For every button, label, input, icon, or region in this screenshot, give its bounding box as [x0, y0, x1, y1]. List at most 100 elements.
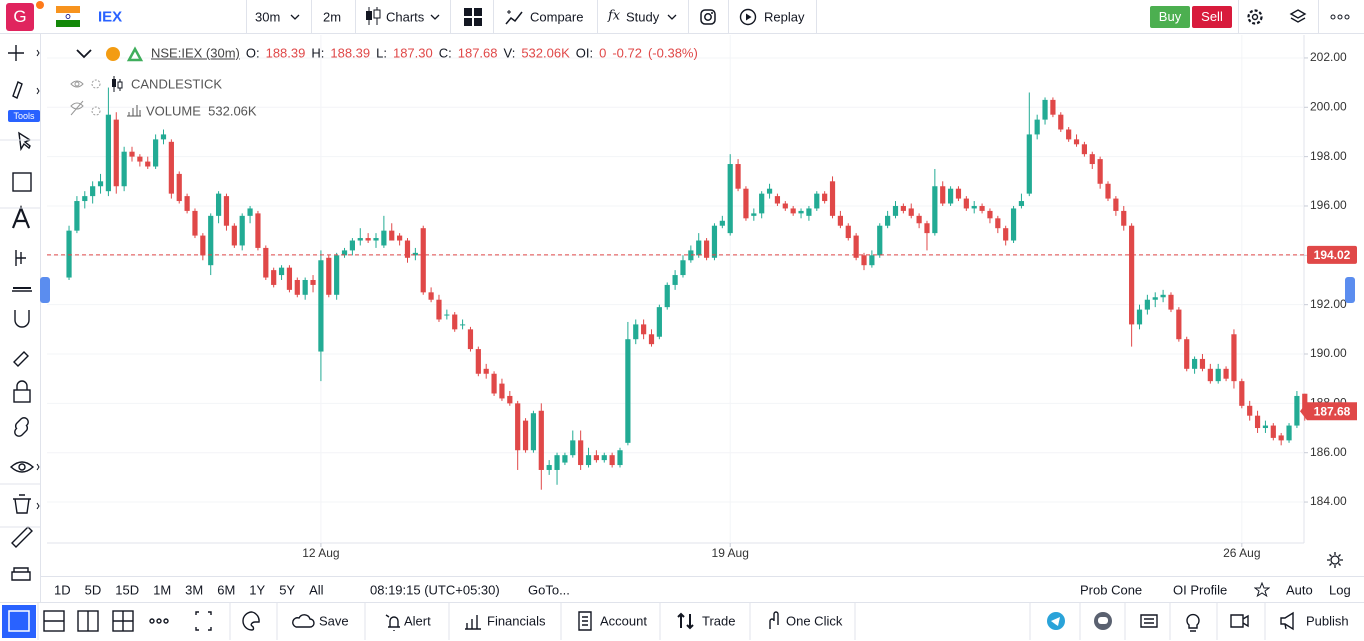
- candle-body: [861, 255, 867, 266]
- layout-icon[interactable]: [464, 8, 482, 26]
- candle-body: [231, 225, 237, 246]
- save[interactable]: Save: [319, 613, 349, 629]
- candle-body: [82, 196, 88, 202]
- candle-body: [1302, 393, 1308, 412]
- divider: [816, 0, 817, 33]
- candle-body: [1231, 334, 1237, 382]
- volume-label: VOLUME: [146, 103, 201, 119]
- candle-body: [617, 450, 623, 466]
- candle-body: [1294, 395, 1300, 426]
- candle-body: [554, 455, 560, 470]
- symbol[interactable]: IEX: [98, 8, 123, 26]
- log-scale[interactable]: Log: [1329, 582, 1351, 598]
- buy-button[interactable]: Buy: [1150, 6, 1190, 28]
- y-tick-label: 196.00: [1310, 198, 1347, 212]
- trade[interactable]: Trade: [702, 613, 736, 629]
- instagram-icon[interactable]: [700, 9, 716, 25]
- study[interactable]: Study: [626, 9, 660, 25]
- candle-body: [278, 267, 285, 276]
- compare-icon: [505, 10, 523, 25]
- candle-body: [766, 188, 773, 194]
- divider: [1318, 0, 1319, 33]
- collapse-handle[interactable]: [40, 277, 50, 303]
- range-button[interactable]: 3M: [185, 582, 204, 598]
- prob-cone[interactable]: Prob Cone: [1080, 582, 1143, 598]
- sell-button[interactable]: Sell: [1192, 6, 1232, 28]
- study-prefix: fx: [608, 8, 621, 24]
- range-button[interactable]: 1D: [54, 582, 71, 598]
- candle-body: [1184, 339, 1190, 369]
- candle-body: [294, 279, 300, 295]
- candle-body: [963, 198, 969, 209]
- candle-body: [782, 203, 788, 209]
- y-tick-label: 202.00: [1310, 50, 1347, 64]
- legend-value: 188.39: [265, 45, 306, 61]
- auto-scale[interactable]: Auto: [1286, 582, 1313, 598]
- range-button[interactable]: 1Y: [249, 582, 266, 598]
- range-button[interactable]: 1M: [153, 582, 172, 598]
- financials[interactable]: Financials: [487, 613, 546, 629]
- candle-body: [1042, 99, 1048, 120]
- candles: [66, 87, 1308, 490]
- range-button[interactable]: 5D: [84, 582, 102, 598]
- notification-dot: [36, 1, 44, 9]
- charts-menu[interactable]: Charts: [386, 9, 425, 25]
- candle-body: [656, 307, 662, 337]
- candle-body: [1066, 129, 1072, 140]
- interval[interactable]: 30m: [255, 9, 281, 25]
- avatar[interactable]: G: [6, 3, 34, 31]
- range-button[interactable]: 15D: [115, 582, 140, 598]
- candle-body: [798, 210, 804, 214]
- candle-body: [160, 134, 167, 140]
- candle-body: [672, 275, 678, 285]
- candle-body: [373, 238, 379, 241]
- layers-icon[interactable]: [1289, 8, 1307, 26]
- account[interactable]: Account: [600, 613, 647, 629]
- range-button[interactable]: 5Y: [279, 582, 296, 598]
- legend-label: C:: [438, 45, 452, 61]
- legend-value: 187.30: [392, 45, 433, 61]
- candle-body: [357, 238, 363, 241]
- candle-body: [522, 420, 529, 451]
- more-icon[interactable]: [1330, 14, 1350, 20]
- series-icons: [70, 76, 123, 116]
- y-tick-label: 186.00: [1310, 445, 1347, 459]
- collapse-handle[interactable]: [1345, 277, 1355, 303]
- oi-profile[interactable]: OI Profile: [1173, 582, 1228, 598]
- candle-body: [1003, 228, 1009, 241]
- divider: [311, 0, 312, 33]
- candle-body: [688, 250, 694, 261]
- candle-body: [302, 279, 308, 295]
- divider: [728, 0, 729, 33]
- replay[interactable]: Replay: [764, 9, 805, 25]
- caret: [667, 14, 677, 20]
- settings-icon[interactable]: [1246, 8, 1264, 26]
- compare[interactable]: Compare: [530, 9, 584, 25]
- candle-body: [1247, 405, 1253, 416]
- range-button[interactable]: 6M: [217, 582, 236, 598]
- candle-body: [955, 188, 962, 199]
- candle-body: [74, 201, 80, 231]
- reference-label: 194.02: [1314, 248, 1351, 262]
- legend-label: L:: [376, 45, 387, 61]
- candle-body: [869, 255, 875, 266]
- candle-body: [499, 383, 505, 399]
- one-click[interactable]: One Click: [786, 613, 843, 629]
- candle-body: [444, 314, 450, 316]
- y-tick-label: 192.00: [1310, 297, 1347, 311]
- range-button[interactable]: All: [309, 582, 324, 598]
- publish[interactable]: Publish: [1306, 613, 1349, 629]
- alert[interactable]: Alert: [404, 613, 431, 629]
- candle-body: [814, 193, 820, 209]
- candle-body: [365, 238, 371, 241]
- candle-body: [664, 284, 670, 308]
- candle-body: [845, 225, 851, 239]
- goto[interactable]: GoTo...: [528, 582, 570, 598]
- legend-symbol[interactable]: NSE:IEX (30m): [151, 45, 240, 61]
- axis-settings[interactable]: [1326, 551, 1344, 569]
- sub-interval[interactable]: 2m: [323, 9, 342, 25]
- tools-label[interactable]: Tools: [8, 110, 40, 122]
- candle-body: [1136, 309, 1143, 325]
- star-icon[interactable]: [1254, 582, 1270, 598]
- candle-body: [239, 215, 245, 246]
